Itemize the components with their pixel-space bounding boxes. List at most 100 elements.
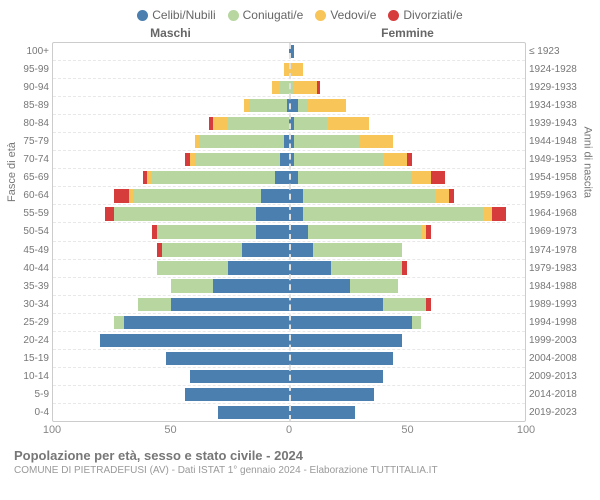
bar-seg-vedovi (412, 171, 431, 184)
bar-seg-coniugati (157, 225, 256, 238)
bar-seg-celibi (275, 171, 289, 184)
age-label: 40-44 (10, 259, 52, 277)
legend-swatch (137, 10, 148, 21)
legend-item: Divorziati/e (388, 8, 462, 22)
bar-seg-celibi (289, 261, 331, 274)
age-label: 85-89 (10, 96, 52, 114)
birth-year-label: 1929-1933 (526, 78, 590, 96)
x-axis: 10050050100 (10, 424, 590, 438)
bar-seg-vedovi (360, 135, 393, 148)
age-label: 50-54 (10, 223, 52, 241)
age-label: 45-49 (10, 241, 52, 259)
bar-seg-celibi (256, 225, 289, 238)
birth-year-label: 1954-1958 (526, 169, 590, 187)
bar-seg-coniugati (303, 207, 482, 220)
left-axis-title: Fasce di età (6, 142, 18, 202)
bar-seg-celibi (289, 279, 350, 292)
bar-seg-coniugati (228, 117, 289, 130)
age-label: 30-34 (10, 295, 52, 313)
age-label: 5-9 (10, 386, 52, 404)
age-label: 95-99 (10, 60, 52, 78)
birth-year-label: 1999-2003 (526, 332, 590, 350)
chart-area: Fasce di età 100+95-9990-9485-8980-8475-… (10, 42, 590, 422)
header-male: Maschi (52, 26, 289, 40)
bar-seg-vedovi (383, 153, 407, 166)
birth-year-label: 1984-1988 (526, 277, 590, 295)
bar-seg-celibi (218, 406, 289, 419)
bar-seg-divorziati (407, 153, 412, 166)
bar-seg-coniugati (308, 225, 421, 238)
bar-seg-divorziati (449, 189, 454, 202)
x-tick: 100 (43, 424, 61, 436)
footer: Popolazione per età, sesso e stato civil… (10, 448, 590, 476)
age-label: 35-39 (10, 277, 52, 295)
bar-seg-coniugati (114, 316, 123, 329)
x-tick: 0 (286, 424, 292, 436)
bar-seg-celibi (213, 279, 289, 292)
center-line (289, 43, 291, 421)
birth-year-label: 1939-1943 (526, 114, 590, 132)
bar-seg-celibi (100, 334, 289, 347)
legend: Celibi/NubiliConiugati/eVedovi/eDivorzia… (10, 8, 590, 22)
bar-seg-coniugati (195, 153, 280, 166)
bar-seg-celibi (289, 225, 308, 238)
bar-seg-vedovi (327, 117, 369, 130)
bar-seg-vedovi (213, 117, 227, 130)
gender-header: Maschi Femmine (10, 26, 590, 40)
bar-seg-coniugati (298, 171, 411, 184)
bar-seg-celibi (228, 261, 289, 274)
bar-seg-coniugati (294, 153, 384, 166)
birth-year-label: 1944-1948 (526, 132, 590, 150)
bar-seg-celibi (289, 406, 355, 419)
bar-seg-vedovi (289, 63, 303, 76)
legend-swatch (315, 10, 326, 21)
chart-container: Celibi/NubiliConiugati/eVedovi/eDivorzia… (0, 0, 600, 500)
birth-year-label: 1924-1928 (526, 60, 590, 78)
legend-item: Vedovi/e (315, 8, 376, 22)
bar-seg-vedovi (435, 189, 449, 202)
birth-year-label: 2019-2023 (526, 404, 590, 422)
legend-swatch (228, 10, 239, 21)
bar-seg-divorziati (402, 261, 407, 274)
birth-year-axis: ≤ 19231924-19281929-19331934-19381939-19… (526, 42, 590, 422)
bar-seg-coniugati (162, 243, 242, 256)
bar-seg-divorziati (105, 207, 114, 220)
bar-seg-coniugati (294, 135, 360, 148)
bar-seg-coniugati (171, 279, 213, 292)
right-axis-title: Anni di nascita (582, 126, 594, 198)
birth-year-label: 1969-1973 (526, 223, 590, 241)
header-female: Femmine (289, 26, 526, 40)
age-label: 80-84 (10, 114, 52, 132)
bar-seg-divorziati (492, 207, 506, 220)
age-label: 20-24 (10, 332, 52, 350)
bar-seg-celibi (185, 388, 289, 401)
bar-seg-coniugati (412, 316, 421, 329)
bar-seg-coniugati (313, 243, 403, 256)
x-tick: 50 (401, 424, 413, 436)
legend-label: Vedovi/e (330, 8, 376, 22)
bar-seg-vedovi (483, 207, 492, 220)
x-tick: 50 (164, 424, 176, 436)
birth-year-label: 1974-1978 (526, 241, 590, 259)
age-label: 10-14 (10, 368, 52, 386)
bar-seg-coniugati (383, 298, 425, 311)
birth-year-label: 1994-1998 (526, 313, 590, 331)
chart-subtitle: COMUNE DI PIETRADEFUSI (AV) - Dati ISTAT… (14, 465, 590, 476)
birth-year-label: 2009-2013 (526, 368, 590, 386)
bar-seg-coniugati (249, 99, 287, 112)
bar-seg-vedovi (272, 81, 279, 94)
plot (52, 42, 526, 422)
age-axis: 100+95-9990-9485-8980-8475-7970-7465-696… (10, 42, 52, 422)
legend-swatch (388, 10, 399, 21)
bar-seg-celibi (280, 153, 289, 166)
x-axis-ticks: 10050050100 (52, 424, 526, 438)
bar-seg-coniugati (331, 261, 402, 274)
bar-seg-celibi (171, 298, 289, 311)
bar-seg-coniugati (294, 117, 327, 130)
bar-seg-celibi (289, 189, 303, 202)
bar-seg-coniugati (298, 99, 307, 112)
bar-seg-celibi (289, 207, 303, 220)
bar-seg-coniugati (280, 81, 289, 94)
legend-label: Divorziati/e (403, 8, 462, 22)
bar-seg-divorziati (426, 225, 431, 238)
